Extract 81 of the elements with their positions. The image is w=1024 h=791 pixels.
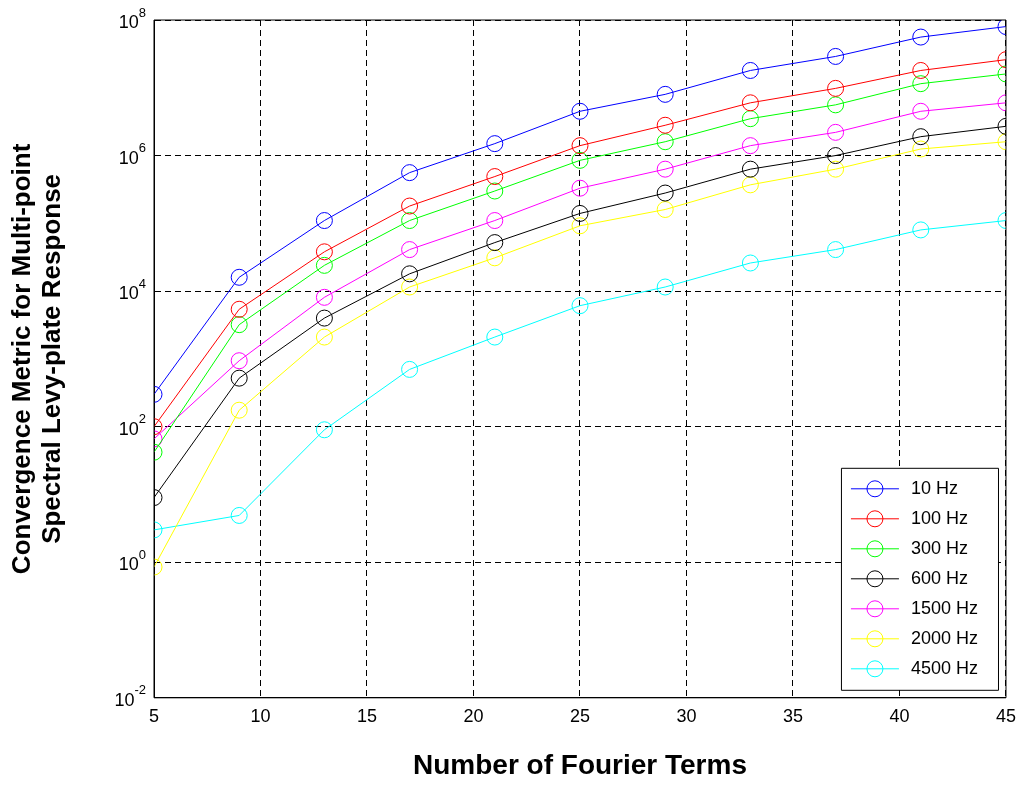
point: [741, 160, 759, 178]
point: [230, 506, 248, 524]
point: [401, 212, 419, 230]
point: [912, 61, 930, 79]
point: [571, 102, 589, 120]
legend-label: 300 Hz: [910, 537, 968, 558]
point: [486, 249, 504, 267]
point: [401, 360, 419, 378]
point: [401, 241, 419, 259]
point: [230, 268, 248, 286]
point: [741, 137, 759, 155]
point: [486, 182, 504, 200]
point: [912, 28, 930, 46]
point: [401, 265, 419, 283]
point: [230, 352, 248, 370]
x-tick-label: 5: [148, 705, 160, 726]
y-axis-title: Convergence Metric for Multi-point Spectral Levy-plate Response: [6, 143, 67, 575]
point: [827, 241, 845, 259]
x-tick-label: 15: [356, 705, 378, 726]
point: [315, 212, 333, 230]
legend-label: 2000 Hz: [910, 627, 978, 648]
point: [912, 102, 930, 120]
point: [315, 256, 333, 274]
point: [912, 75, 930, 93]
legend-label: 1500 Hz: [910, 597, 978, 618]
point: [827, 123, 845, 141]
x-tick-label: 35: [782, 705, 804, 726]
point: [741, 176, 759, 194]
x-tick-label: 20: [463, 705, 484, 726]
point: [230, 316, 248, 334]
point: [571, 204, 589, 222]
point: [486, 328, 504, 346]
point: [571, 217, 589, 235]
x-tick-label: 25: [569, 705, 591, 726]
x-tick-label: 30: [676, 705, 697, 726]
point: [315, 421, 333, 439]
point: [741, 61, 759, 79]
point: [571, 297, 589, 315]
x-tick-label: 10: [250, 705, 271, 726]
x-tick-label: 45: [995, 705, 1016, 726]
point: [827, 147, 845, 165]
point: [827, 79, 845, 97]
point: [571, 179, 589, 197]
x-tick-label: 40: [889, 705, 910, 726]
legend-label: 600 Hz: [910, 567, 968, 588]
point: [741, 94, 759, 112]
point: [315, 243, 333, 261]
legend-label: 100 Hz: [910, 507, 968, 528]
point: [230, 401, 248, 419]
point: [571, 151, 589, 169]
point: [912, 140, 930, 158]
x-axis-title: Number of Fourier Terms: [413, 748, 747, 780]
point: [486, 168, 504, 186]
point: [656, 133, 674, 151]
point: [741, 110, 759, 128]
point: [656, 116, 674, 134]
point: [571, 137, 589, 155]
point: [401, 164, 419, 182]
point: [230, 300, 248, 318]
point: [656, 278, 674, 296]
point: [741, 254, 759, 272]
point: [401, 278, 419, 296]
point: [486, 234, 504, 252]
point: [486, 135, 504, 153]
point: [315, 309, 333, 327]
point: [656, 160, 674, 178]
point: [827, 96, 845, 114]
point: [912, 221, 930, 239]
point: [315, 288, 333, 306]
point: [656, 184, 674, 202]
point: [827, 160, 845, 178]
point: [315, 328, 333, 346]
point: [656, 85, 674, 103]
point: [401, 197, 419, 215]
point: [827, 47, 845, 65]
point: [912, 128, 930, 146]
point: [230, 369, 248, 387]
point: [656, 201, 674, 219]
legend-label: 10 Hz: [910, 477, 958, 498]
legend-label: 4500 Hz: [910, 657, 978, 678]
point: [486, 212, 504, 230]
